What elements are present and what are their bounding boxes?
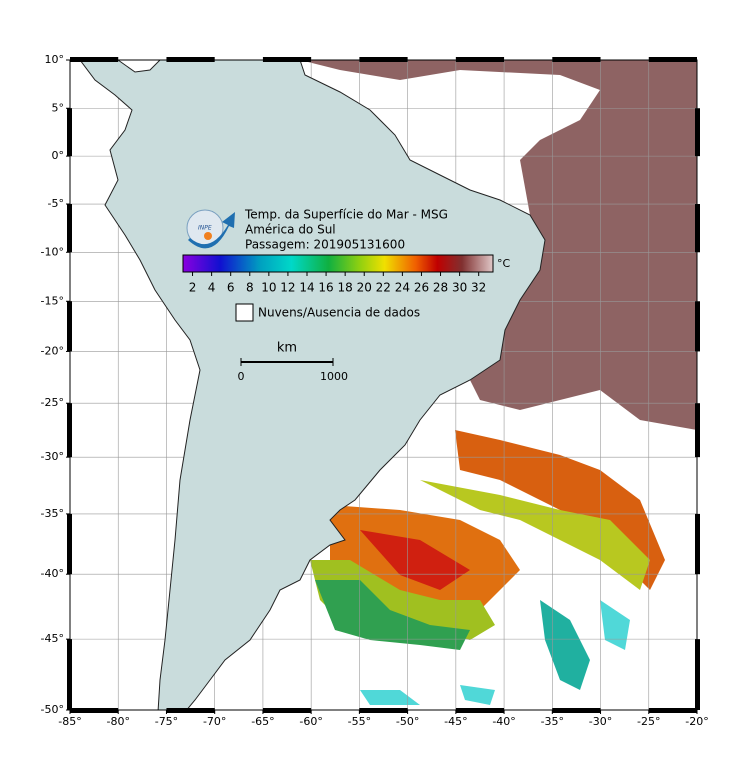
- lon-label: -65°: [251, 715, 274, 728]
- colorbar-label: 4: [208, 281, 216, 295]
- logo-arrow: [188, 212, 235, 249]
- legend-swatch: [235, 303, 254, 322]
- lat-label: -50°: [41, 703, 64, 716]
- map-frame: [69, 59, 698, 711]
- lon-label: -80°: [106, 715, 129, 728]
- sst-patch: [315, 580, 470, 650]
- sst-patch: [360, 530, 470, 590]
- scale-unit: km: [277, 341, 297, 356]
- lon-label: -70°: [203, 715, 226, 728]
- scale-label: 1000: [320, 370, 348, 383]
- lat-label: -5°: [48, 197, 64, 210]
- colorbar-label: 24: [395, 281, 410, 295]
- colorbar: [182, 254, 494, 273]
- colorbar-label: 16: [318, 281, 333, 295]
- colorbar-label: 10: [261, 281, 276, 295]
- lat-label: 10°: [45, 53, 65, 66]
- colorbar-label: 28: [433, 281, 448, 295]
- legend-label: Nuvens/Ausencia de dados: [258, 306, 420, 320]
- colorbar-label: 18: [338, 281, 353, 295]
- colorbar-label: 32: [471, 281, 486, 295]
- sst-patch: [540, 600, 590, 690]
- lat-label: 0°: [52, 149, 65, 162]
- scale-label: 0: [238, 370, 245, 383]
- lat-label: -40°: [41, 567, 64, 580]
- colorbar-label: 12: [280, 281, 295, 295]
- sst-field: [300, 60, 697, 705]
- lon-label: -75°: [155, 715, 178, 728]
- lon-label: -20°: [685, 715, 708, 728]
- lat-label: -30°: [41, 450, 64, 463]
- colorbar-label: 8: [246, 281, 254, 295]
- lat-label: -35°: [41, 507, 64, 520]
- subtitle: América do Sul: [245, 223, 336, 237]
- lon-label: -85°: [58, 715, 81, 728]
- lon-label: -50°: [396, 715, 419, 728]
- title: Temp. da Superfície do Mar - MSG: [244, 208, 448, 222]
- sst-patch: [420, 480, 650, 590]
- lat-label: -25°: [41, 396, 64, 409]
- colorbar-label: 22: [376, 281, 391, 295]
- lat-label: 5°: [52, 101, 65, 114]
- colorbar-label: 6: [227, 281, 235, 295]
- lat-label: -15°: [41, 294, 64, 307]
- colorbar-label: 26: [414, 281, 429, 295]
- colorbar-label: 20: [357, 281, 372, 295]
- colorbar-unit: °C: [497, 257, 511, 270]
- colorbar-label: 2: [189, 281, 197, 295]
- lon-label: -25°: [637, 715, 660, 728]
- lon-label: -35°: [541, 715, 564, 728]
- lat-label: -45°: [41, 632, 64, 645]
- lat-label: -10°: [41, 245, 64, 258]
- lon-label: -45°: [444, 715, 467, 728]
- logo: INPE: [186, 209, 235, 249]
- warm-region: [300, 60, 697, 430]
- lat-label: -20°: [41, 344, 64, 357]
- colorbar-label: 30: [452, 281, 467, 295]
- lon-label: -30°: [589, 715, 612, 728]
- lon-label: -55°: [348, 715, 371, 728]
- logo-sun: [204, 232, 212, 240]
- lon-label: -40°: [492, 715, 515, 728]
- logo-text: INPE: [198, 225, 212, 232]
- subtitle: Passagem: 201905131600: [245, 238, 405, 252]
- lon-label: -60°: [299, 715, 322, 728]
- colorbar-label: 14: [299, 281, 314, 295]
- sst-patch: [360, 600, 630, 705]
